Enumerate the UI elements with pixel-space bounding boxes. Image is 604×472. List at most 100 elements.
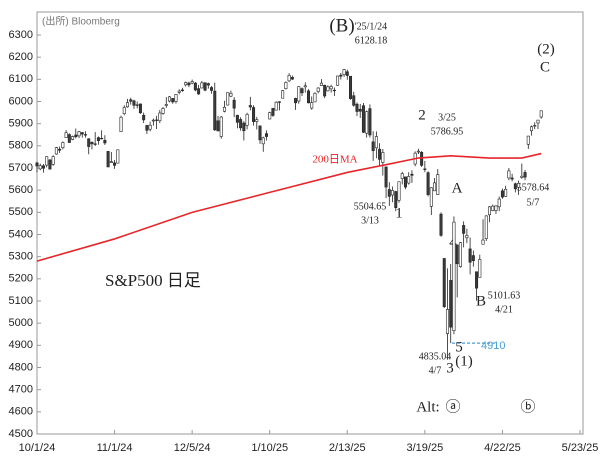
ma-label: 200日MA [312,154,357,166]
candle-body [200,82,204,89]
x-tick-label: 3/19/25 [407,442,444,454]
candle-body [271,108,275,116]
annotation: 5786.95 [431,126,464,137]
candle-body [358,108,362,112]
candle-body [332,89,336,92]
candle-body [294,98,298,104]
reference-label: 4910 [481,340,505,352]
candle-body [478,259,482,278]
candle-body [471,255,475,261]
annotation: 5/7 [527,197,540,208]
y-tick-label: 5800 [9,140,33,152]
candle-body [180,89,184,91]
candle-body [171,98,175,103]
candle-body [232,99,236,109]
x-tick-label: 10/1/24 [19,442,56,454]
candle-body [381,152,385,163]
candle-body [310,102,314,109]
candle-body [122,107,126,114]
candle-body [210,87,214,91]
candle-body [391,190,395,196]
y-tick-label: 5400 [9,228,33,240]
candle-body [449,280,453,328]
candle-body [80,132,84,135]
candle-body [403,176,407,188]
candle-body [206,83,210,86]
candle-body [349,75,353,99]
candle-body [530,126,534,132]
y-tick-label: 6200 [9,51,33,63]
candle-body [83,134,87,136]
candle-body [426,172,430,195]
candle-body [507,170,511,179]
candle-body [90,141,94,145]
annotation: 6128.18 [355,35,388,46]
annotation: C [540,59,550,75]
candle-body [226,92,230,106]
y-tick-label: 5300 [9,251,33,263]
candle-body [345,71,349,76]
annotation: ⓑ [520,398,535,415]
candle-body [164,104,168,106]
candle-body [429,187,433,207]
candle-body [416,150,420,153]
candle-body [58,148,62,151]
y-tick-label: 6300 [9,29,33,41]
candle-body [378,148,382,160]
candle-body [462,225,466,234]
candle-body [245,114,249,126]
candle-body [268,112,272,120]
candle-body [536,119,540,124]
candle-body [487,206,491,216]
candle-body [103,139,107,144]
candle-body [420,151,424,166]
annotation: 3/13 [361,215,379,226]
candle-body [306,90,310,104]
candle-body [239,119,243,129]
x-tick-label: 11/1/24 [97,442,133,454]
annotation: (2) [537,41,555,57]
candle-body [400,173,404,179]
candle-body [113,162,117,166]
candle-body [138,103,142,114]
x-tick-label: 5/23/25 [562,442,599,454]
annotation: B [476,293,486,309]
candle-body [222,106,226,112]
candle-body [197,88,201,95]
annotation: 4835.04 [419,351,452,362]
candle-body [436,174,440,195]
candle-body [445,309,449,334]
candle-body [287,75,291,82]
y-tick-label: 5000 [9,317,33,329]
candle-body [261,137,265,145]
candle-body [184,82,188,86]
annotation: 5504.65 [354,201,387,212]
plot-frame [36,11,584,435]
candle-body [539,110,543,118]
y-tick-label: 5200 [9,273,33,285]
candle-body [248,105,252,108]
annotation: 5101.63 [488,290,521,301]
candle-body [433,182,437,192]
candle-body [484,215,488,240]
candle-body [255,119,259,122]
y-tick-label: 5600 [9,184,33,196]
candle-body [148,124,152,130]
candle-body [54,147,58,155]
candle-body [342,69,346,75]
annotation: 3/25 [438,112,456,123]
candle-body [290,77,294,80]
candle-body [481,239,485,245]
candle-body [145,125,149,131]
annotation: ⓐ [445,398,460,415]
candle-body [213,90,217,131]
y-tick-label: 5900 [9,118,33,130]
candle-body [277,101,281,103]
candle-body [126,102,130,108]
candle-body [374,136,378,149]
candle-body [235,114,239,123]
candle-body [132,100,136,106]
candle-body [71,136,75,140]
candle-body [74,134,78,138]
